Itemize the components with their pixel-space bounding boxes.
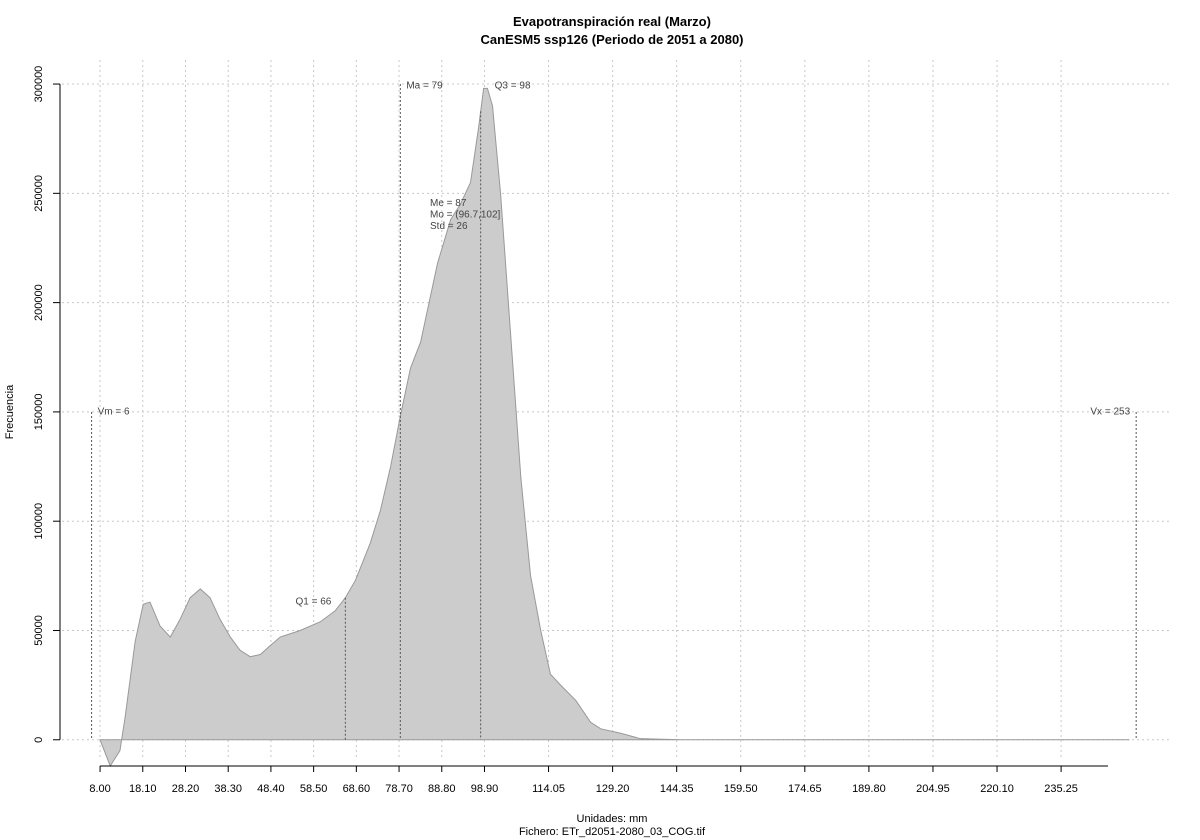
- chart-title: Evapotranspiración real (Marzo): [513, 14, 711, 29]
- x-tick-label: 8.00: [89, 783, 110, 795]
- reference-label: Vx = 253: [1090, 407, 1130, 418]
- x-tick-label: 129.20: [596, 783, 630, 795]
- caption: Fichero: ETr_d2051-2080_03_COG.tif: [519, 826, 706, 838]
- x-tick-label: 48.40: [257, 783, 285, 795]
- x-axis-label: Unidades: mm: [577, 813, 648, 825]
- stat-label: Mo = (96.7,102]: [430, 210, 501, 221]
- y-tick-label: 250000: [33, 175, 45, 212]
- x-tick-label: 38.30: [214, 783, 242, 795]
- x-tick-label: 68.60: [343, 783, 371, 795]
- x-tick-label: 58.50: [300, 783, 328, 795]
- density-area: [99, 87, 1130, 768]
- y-tick-label: 100000: [33, 503, 45, 540]
- x-tick-label: 18.10: [129, 783, 157, 795]
- y-tick-label: 150000: [33, 394, 45, 431]
- reference-label: Vm = 6: [98, 407, 130, 418]
- x-tick-label: 174.65: [788, 783, 822, 795]
- x-tick-label: 235.25: [1044, 783, 1078, 795]
- x-tick-label: 189.80: [852, 783, 886, 795]
- x-tick-label: 88.80: [428, 783, 456, 795]
- y-axis-label: Frecuencia: [4, 384, 16, 439]
- x-tick-label: 28.20: [172, 783, 200, 795]
- y-tick-label: 300000: [33, 66, 45, 103]
- x-tick-label: 204.95: [916, 783, 950, 795]
- x-tick-label: 114.05: [532, 783, 565, 795]
- reference-label: Ma = 79: [406, 81, 443, 92]
- x-tick-label: 78.70: [385, 783, 413, 795]
- reference-label: Q1 = 66: [295, 597, 331, 608]
- chart-subtitle: CanESM5 ssp126 (Periodo de 2051 a 2080): [480, 32, 743, 47]
- x-tick-label: 159.50: [724, 783, 758, 795]
- reference-label: Q3 = 98: [495, 81, 531, 92]
- y-tick-label: 50000: [33, 615, 45, 646]
- stat-label: Me = 87: [430, 198, 467, 209]
- y-tick-label: 0: [33, 737, 45, 743]
- x-tick-label: 98.90: [471, 783, 499, 795]
- x-tick-label: 220.10: [980, 783, 1014, 795]
- stat-label: Std = 26: [430, 221, 468, 232]
- x-tick-label: 144.35: [660, 783, 694, 795]
- y-tick-label: 200000: [33, 284, 45, 321]
